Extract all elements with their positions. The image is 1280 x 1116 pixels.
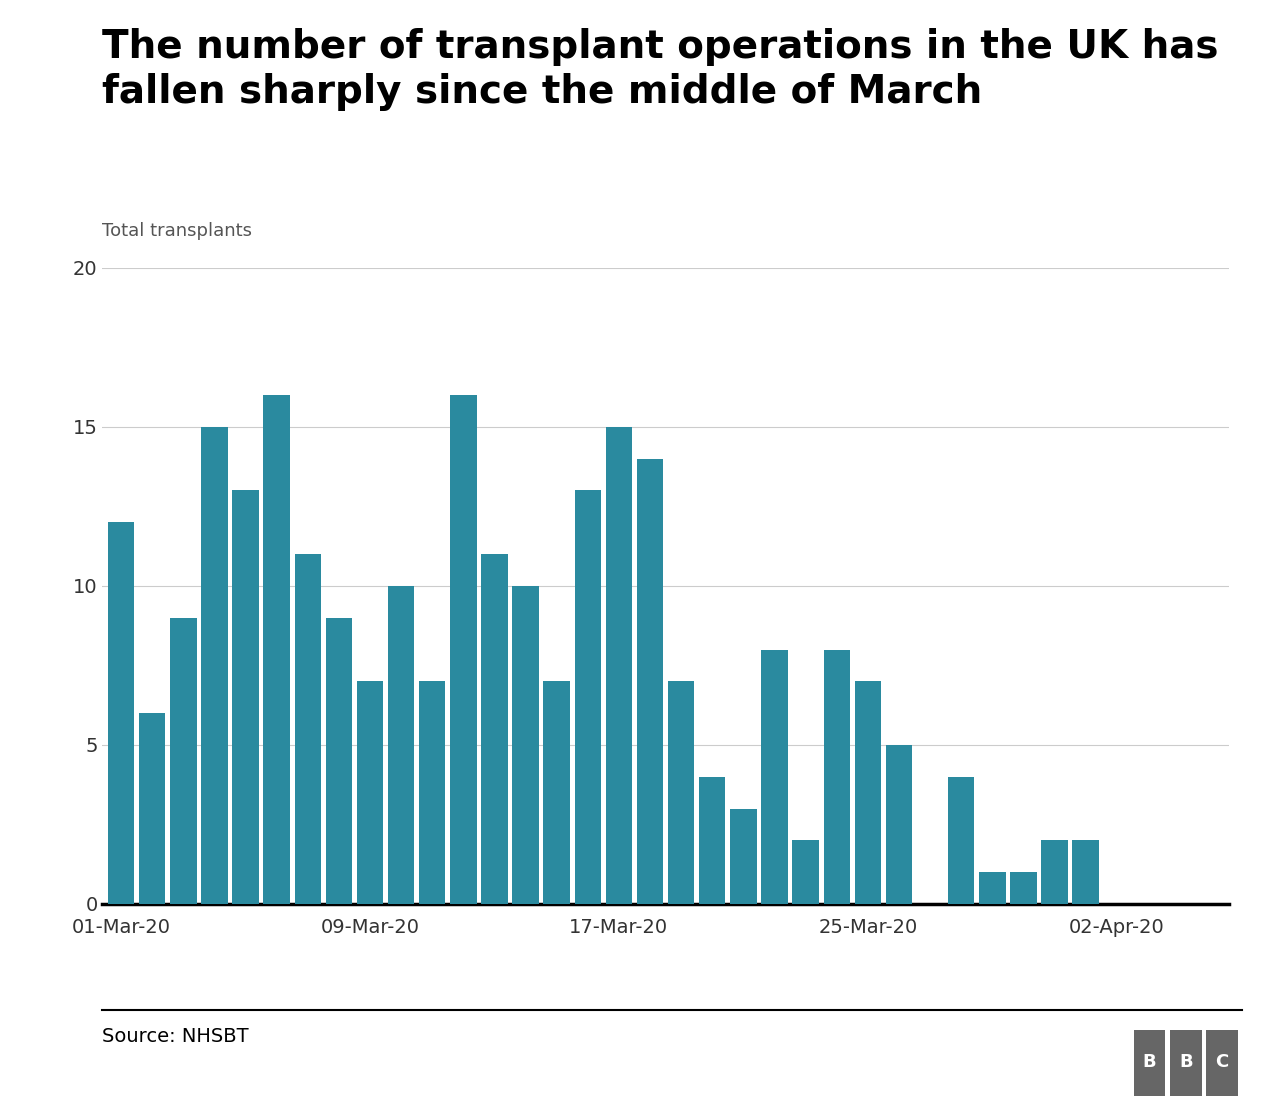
Bar	[699, 777, 726, 904]
Bar	[1042, 840, 1068, 904]
Bar	[294, 555, 321, 904]
Bar	[948, 777, 974, 904]
Bar	[1073, 840, 1100, 904]
Text: Total transplants: Total transplants	[102, 222, 252, 240]
Bar	[792, 840, 819, 904]
Bar	[481, 555, 508, 904]
FancyBboxPatch shape	[1170, 1030, 1202, 1096]
Bar	[451, 395, 476, 904]
Bar	[108, 522, 134, 904]
Bar	[886, 745, 913, 904]
Bar	[325, 618, 352, 904]
Text: B: B	[1143, 1052, 1156, 1070]
Bar	[823, 650, 850, 904]
FancyBboxPatch shape	[1134, 1030, 1166, 1096]
Bar	[264, 395, 289, 904]
Bar	[730, 808, 756, 904]
Bar	[232, 491, 259, 904]
Text: The number of transplant operations in the UK has
fallen sharply since the middl: The number of transplant operations in t…	[102, 28, 1219, 112]
Bar	[544, 681, 570, 904]
Bar	[637, 459, 663, 904]
Text: B: B	[1179, 1052, 1193, 1070]
Bar	[1010, 873, 1037, 904]
Bar	[170, 618, 197, 904]
Bar	[668, 681, 694, 904]
Bar	[419, 681, 445, 904]
Bar	[762, 650, 787, 904]
Text: Source: NHSBT: Source: NHSBT	[102, 1027, 250, 1046]
Bar	[575, 491, 602, 904]
Bar	[855, 681, 881, 904]
Bar	[512, 586, 539, 904]
Bar	[357, 681, 383, 904]
Bar	[140, 713, 165, 904]
Bar	[605, 426, 632, 904]
Bar	[979, 873, 1006, 904]
Text: C: C	[1216, 1052, 1229, 1070]
FancyBboxPatch shape	[1206, 1030, 1238, 1096]
Bar	[201, 426, 228, 904]
Bar	[388, 586, 415, 904]
